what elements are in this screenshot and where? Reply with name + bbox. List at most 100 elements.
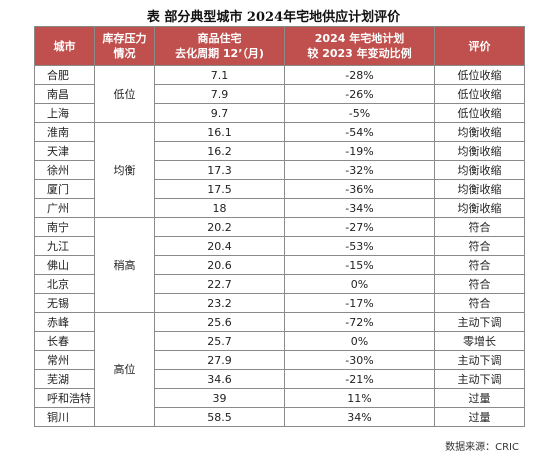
header-period: 商品住宅 去化周期 12’（月) bbox=[154, 26, 285, 66]
header-city: 城市 bbox=[34, 26, 95, 66]
cell-eval: 主动下调 bbox=[434, 350, 525, 370]
cell-eval: 低位收缩 bbox=[434, 65, 525, 85]
table-row: 九江 20.4 -53% 符合 bbox=[34, 236, 525, 256]
cell-change: -26% bbox=[284, 84, 435, 104]
header-city-label: 城市 bbox=[53, 39, 76, 53]
cell-eval: 零增长 bbox=[434, 331, 525, 351]
cell-change: -17% bbox=[284, 293, 435, 313]
table-body: 合肥 低位 7.1 -28% 低位收缩 南昌 7.9 -26% 低位收缩 上海 9.7 -5% 低位收缩… bbox=[34, 65, 525, 427]
cell-city: 常州 bbox=[34, 350, 95, 370]
cell-period: 39 bbox=[154, 388, 285, 408]
cell-period: 58.5 bbox=[154, 407, 285, 427]
cell-period: 22.7 bbox=[154, 274, 285, 294]
cell-change: -53% bbox=[284, 236, 435, 256]
header-pressure: 库存压力 情况 bbox=[94, 26, 155, 66]
cell-pressure: 低位 bbox=[94, 65, 155, 123]
header-row: 城市 库存压力情况 商品住宅 去化周期 12’（月) 2024 年宅地计划较 20… bbox=[34, 26, 525, 66]
table-title: 表 部分典型城市 2024年宅地供应计划评价 bbox=[146, 10, 401, 25]
header-pressure-line1: 库存压力 bbox=[102, 32, 147, 45]
cell-eval: 主动下调 bbox=[434, 312, 525, 332]
cell-change: -34% bbox=[284, 198, 435, 218]
cell-period: 23.2 bbox=[154, 293, 285, 313]
table-row: 北京 22.7 0% 符合 bbox=[34, 274, 525, 294]
header-eval: 评价 bbox=[434, 26, 525, 66]
cell-period: 16.2 bbox=[154, 141, 285, 161]
cell-city: 芜湖 bbox=[34, 369, 95, 389]
cell-change: -32% bbox=[284, 160, 435, 180]
cell-eval: 均衡收缩 bbox=[434, 179, 525, 199]
header-change-line1: 2024 年宅地计划 bbox=[314, 32, 405, 45]
cell-eval: 均衡收缩 bbox=[434, 122, 525, 142]
cell-eval: 低位收缩 bbox=[434, 103, 525, 123]
cell-pressure: 均衡 bbox=[94, 122, 155, 218]
cell-eval: 符合 bbox=[434, 293, 525, 313]
cell-period: 16.1 bbox=[154, 122, 285, 142]
cell-period: 7.1 bbox=[154, 65, 285, 85]
cell-pressure: 稍高 bbox=[94, 217, 155, 313]
table-row: 广州 18 -34% 均衡收缩 bbox=[34, 198, 525, 218]
cell-period: 20.4 bbox=[154, 236, 285, 256]
table-row: 南宁 稍高 20.2 -27% 符合 bbox=[34, 217, 525, 313]
cell-change: -15% bbox=[284, 255, 435, 275]
cell-city: 佛山 bbox=[34, 255, 95, 275]
cell-eval: 均衡收缩 bbox=[434, 160, 525, 180]
cell-period: 20.2 bbox=[154, 217, 285, 237]
cell-city: 赤峰 bbox=[34, 312, 95, 332]
cell-period: 9.7 bbox=[154, 103, 285, 123]
cell-pressure: 高位 bbox=[94, 312, 155, 427]
cell-change: -72% bbox=[284, 312, 435, 332]
cell-change: -36% bbox=[284, 179, 435, 199]
cell-city: 南昌 bbox=[34, 84, 95, 104]
table-row: 赤峰 高位 25.6 -72% 主动下调 bbox=[34, 312, 525, 427]
cell-change: -5% bbox=[284, 103, 435, 123]
cell-city: 合肥 bbox=[34, 65, 95, 85]
table-row: 徐州 17.3 -32% 均衡收缩 bbox=[34, 160, 525, 180]
cell-eval: 符合 bbox=[434, 255, 525, 275]
table-row: 天津 16.2 -19% 均衡收缩 bbox=[34, 141, 525, 161]
cell-period: 25.6 bbox=[154, 312, 285, 332]
cell-change: -27% bbox=[284, 217, 435, 237]
cell-eval: 过量 bbox=[434, 407, 525, 427]
cell-city: 厦门 bbox=[34, 179, 95, 199]
header-pressure-line2: 情况 bbox=[113, 47, 136, 60]
table-row: 淮南 均衡 16.1 -54% 均衡收缩 bbox=[34, 122, 525, 218]
cell-city: 北京 bbox=[34, 274, 95, 294]
cell-city: 徐州 bbox=[34, 160, 95, 180]
cell-city: 铜川 bbox=[34, 407, 95, 427]
cell-change: 0% bbox=[284, 331, 435, 351]
table-row: 无锡 23.2 -17% 符合 bbox=[34, 293, 525, 313]
table-row: 铜川 58.5 34% 过量 bbox=[34, 407, 525, 427]
cell-eval: 低位收缩 bbox=[434, 84, 525, 104]
cell-period: 17.3 bbox=[154, 160, 285, 180]
data-source-note: 数据来源：CRIC bbox=[445, 442, 519, 453]
cell-city: 南宁 bbox=[34, 217, 95, 237]
cell-change: -30% bbox=[284, 350, 435, 370]
cell-city: 上海 bbox=[34, 103, 95, 123]
cell-period: 20.6 bbox=[154, 255, 285, 275]
cell-period: 27.9 bbox=[154, 350, 285, 370]
cell-period: 7.9 bbox=[154, 84, 285, 104]
cell-city: 无锡 bbox=[34, 293, 95, 313]
cell-city: 淮南 bbox=[34, 122, 95, 142]
header-eval-label: 评价 bbox=[468, 39, 491, 53]
cell-eval: 过量 bbox=[434, 388, 525, 408]
header-change-line2: 较 2023 年变动比例 bbox=[307, 47, 412, 60]
cell-change: -54% bbox=[284, 122, 435, 142]
cell-eval: 符合 bbox=[434, 217, 525, 237]
cell-city: 长春 bbox=[34, 331, 95, 351]
cell-eval: 符合 bbox=[434, 236, 525, 256]
header-change: 2024 年宅地计划较 2023 年变动比例 bbox=[284, 26, 435, 66]
cell-change: -21% bbox=[284, 369, 435, 389]
cell-period: 17.5 bbox=[154, 179, 285, 199]
cell-city: 天津 bbox=[34, 141, 95, 161]
supply-plan-table: 城市 库存压力情况 商品住宅 去化周期 12’（月) 2024 年宅地计划较 20… bbox=[34, 26, 525, 427]
cell-change: 34% bbox=[284, 407, 435, 427]
cell-period: 18 bbox=[154, 198, 285, 218]
table-row: 合肥 低位 7.1 -28% 低位收缩 bbox=[34, 65, 525, 123]
cell-eval: 均衡收缩 bbox=[434, 198, 525, 218]
cell-eval: 均衡收缩 bbox=[434, 141, 525, 161]
header-period-line2: 去化周期 12’（月) bbox=[175, 47, 264, 60]
cell-period: 34.6 bbox=[154, 369, 285, 389]
table-row: 厦门 17.5 -36% 均衡收缩 bbox=[34, 179, 525, 199]
cell-change: 0% bbox=[284, 274, 435, 294]
